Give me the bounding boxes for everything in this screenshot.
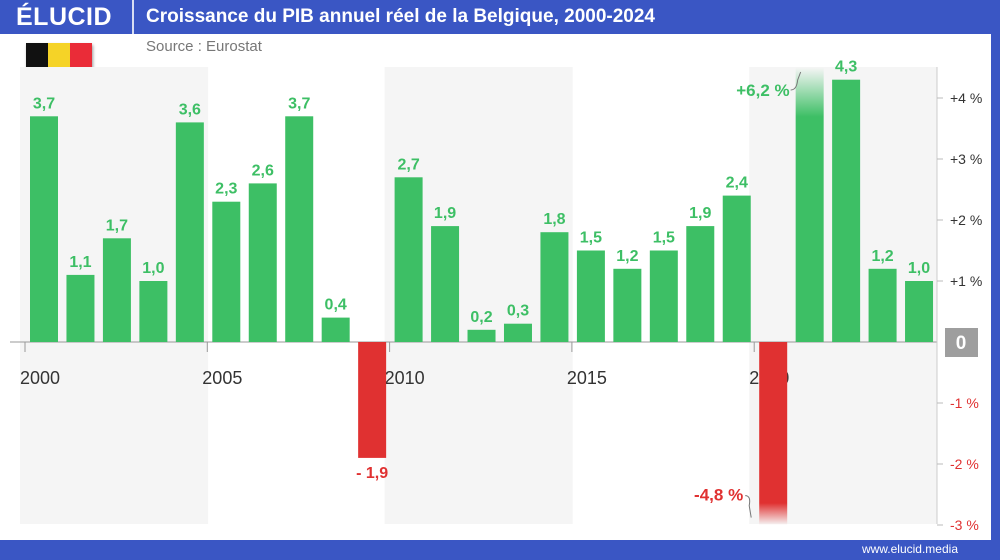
data-label: - 1,9 [356,465,388,482]
data-label: 2,7 [397,156,419,173]
bar-2005 [212,201,241,342]
bar-2003 [139,281,168,342]
bar-2010 [394,177,423,342]
bar-2015 [576,250,605,342]
y-tick-label: +1 % [950,273,982,289]
data-label: 1,8 [543,211,565,228]
bar-2019 [722,195,751,342]
data-label: 1,5 [653,230,675,247]
data-label: 0,3 [507,303,529,320]
bar-2022 [832,79,861,342]
data-label: 2,3 [215,181,237,198]
bar-2009 [358,342,387,458]
callout-arrow [790,71,802,91]
data-label: -4,8 % [694,486,743,505]
data-label: 4,3 [835,59,857,76]
bar-2004 [175,122,204,343]
bar-2020 [759,342,788,525]
bar-2011 [431,226,460,342]
data-label: 3,6 [179,101,201,118]
x-tick-label: 2015 [567,368,607,388]
frame-right [991,0,1000,560]
x-tick-label: 2000 [20,368,60,388]
bar-2014 [540,232,569,342]
data-label: 3,7 [33,95,55,112]
bar-2012 [467,329,496,342]
source-label: Source : Eurostat [146,38,262,55]
data-label: 0,2 [470,309,492,326]
data-label: 1,1 [69,254,91,271]
data-label: 1,7 [106,217,128,234]
y-tick-label: -1 % [950,395,979,411]
bar-2000 [30,116,58,342]
brand-logo: ÉLUCID [16,3,113,31]
chart-title: Croissance du PIB annuel réel de la Belg… [146,6,655,27]
callout-arrow [745,495,752,518]
bar-2021 [795,67,824,342]
y-tick-label: -3 % [950,517,979,533]
data-label: 1,2 [616,248,638,265]
bar-2016 [613,268,642,342]
y-tick-label: +4 % [950,90,982,106]
zero-label-box [945,328,978,357]
y-tick-label: +2 % [950,212,982,228]
bar-2002 [102,238,131,342]
data-label: 1,9 [434,205,456,222]
bar-2001 [66,274,95,342]
bar-2024 [905,281,934,342]
data-label: 2,4 [726,175,748,192]
bar-2007 [285,116,314,342]
data-label: +6,2 % [736,81,789,100]
bar-2017 [649,250,678,342]
y-tick-label: +3 % [950,151,982,167]
data-label: 1,0 [908,260,930,277]
data-label: 1,2 [871,248,893,265]
footer-bar [0,540,1000,560]
data-label: 2,6 [252,162,274,179]
data-label: 1,5 [580,230,602,247]
bar-2018 [686,226,715,342]
x-tick-label: 2010 [385,368,425,388]
data-label: 1,9 [689,205,711,222]
y-tick-label: -2 % [950,456,979,472]
y-tick-label: 0 [956,333,967,354]
bar-2006 [248,183,277,342]
data-label: 3,7 [288,95,310,112]
x-tick-label: 2005 [202,368,242,388]
header-bar: ÉLUCID Croissance du PIB annuel réel de … [0,0,1000,34]
data-label: 1,0 [142,260,164,277]
bar-2013 [503,323,532,342]
website-link[interactable]: www.elucid.media [861,542,958,556]
bar-2023 [868,268,897,342]
header-divider [132,0,134,34]
data-label: 0,4 [325,297,347,314]
bar-2008 [321,317,350,342]
